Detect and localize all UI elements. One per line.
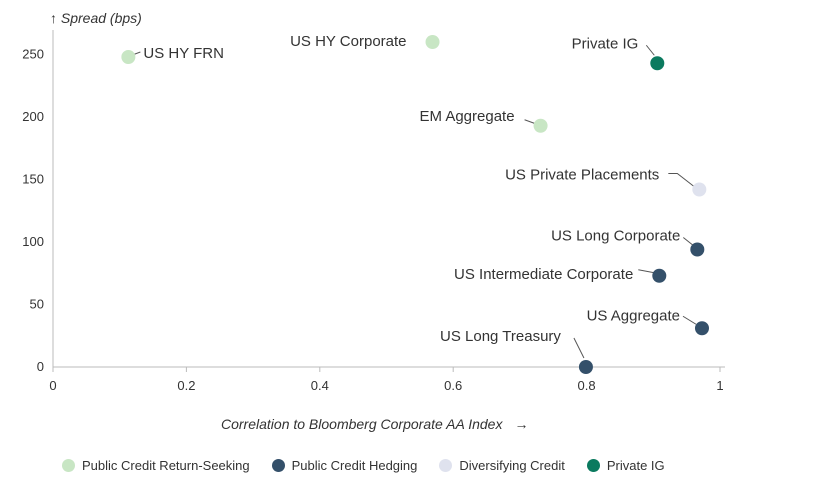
legend-item: Public Credit Return-Seeking <box>62 458 250 473</box>
point-label: US HY FRN <box>143 45 224 62</box>
point-label: US Long Corporate <box>551 228 680 245</box>
label-leader-line <box>524 119 536 125</box>
legend-item: Private IG <box>586 458 665 473</box>
y-tick-label: 250 <box>22 47 44 62</box>
point-label: Private IG <box>572 35 639 52</box>
data-point <box>425 35 440 49</box>
point-label: US Intermediate Corporate <box>454 266 633 283</box>
data-point <box>121 50 136 64</box>
legend-label: Public Credit Hedging <box>291 458 418 473</box>
x-tick-label: 0 <box>49 378 56 393</box>
x-axis-title: Correlation to Bloomberg Corporate AA In… <box>221 416 528 432</box>
x-tick-label: 0.4 <box>311 378 329 393</box>
legend-swatch <box>271 459 285 472</box>
label-leader-line <box>682 315 697 325</box>
label-leader-line <box>638 269 655 274</box>
data-point <box>690 242 705 257</box>
legend: Public Credit Return-Seeking Public Credi… <box>62 458 665 473</box>
point-label: US Aggregate <box>587 307 680 324</box>
legend-item: Diversifying Credit <box>439 458 565 473</box>
data-point <box>650 56 665 71</box>
y-tick-label: 150 <box>22 172 44 187</box>
x-tick-label: 0.2 <box>177 378 195 393</box>
y-tick-label: 0 <box>37 359 44 374</box>
legend-swatch <box>62 459 75 472</box>
y-tick-label: 50 <box>30 297 44 312</box>
label-leader-line <box>645 44 655 56</box>
label-leader-line <box>668 173 696 188</box>
data-point <box>578 360 593 374</box>
point-label: US HY Corporate <box>290 33 406 50</box>
y-tick-label: 100 <box>22 234 44 249</box>
legend-label: Diversifying Credit <box>459 458 565 473</box>
legend-swatch <box>586 459 600 472</box>
legend-swatch <box>439 459 453 472</box>
data-point <box>533 118 548 133</box>
legend-label: Public Credit Return-Seeking <box>82 458 250 473</box>
point-label: US Private Placements <box>505 167 659 184</box>
label-leader-line <box>573 337 585 359</box>
point-label: US Long Treasury <box>440 328 561 345</box>
legend-label: Private IG <box>606 458 665 473</box>
y-axis-title: ↑ Spread (bps) <box>50 10 142 26</box>
point-label: EM Aggregate <box>420 108 515 125</box>
x-tick-label: 0.6 <box>444 378 462 393</box>
x-tick-label: 1 <box>716 378 723 393</box>
data-point <box>652 268 667 283</box>
label-leader-line <box>683 237 694 246</box>
legend-item: Public Credit Hedging <box>271 458 418 473</box>
data-point <box>692 182 707 197</box>
y-tick-label: 200 <box>22 109 44 124</box>
x-tick-label: 0.8 <box>578 378 596 393</box>
data-point <box>694 321 709 336</box>
